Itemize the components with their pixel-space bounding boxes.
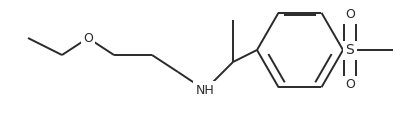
Text: O: O — [83, 31, 93, 45]
Text: O: O — [344, 8, 354, 22]
Text: NH: NH — [195, 83, 214, 97]
Text: S: S — [345, 43, 354, 57]
Text: O: O — [344, 79, 354, 91]
